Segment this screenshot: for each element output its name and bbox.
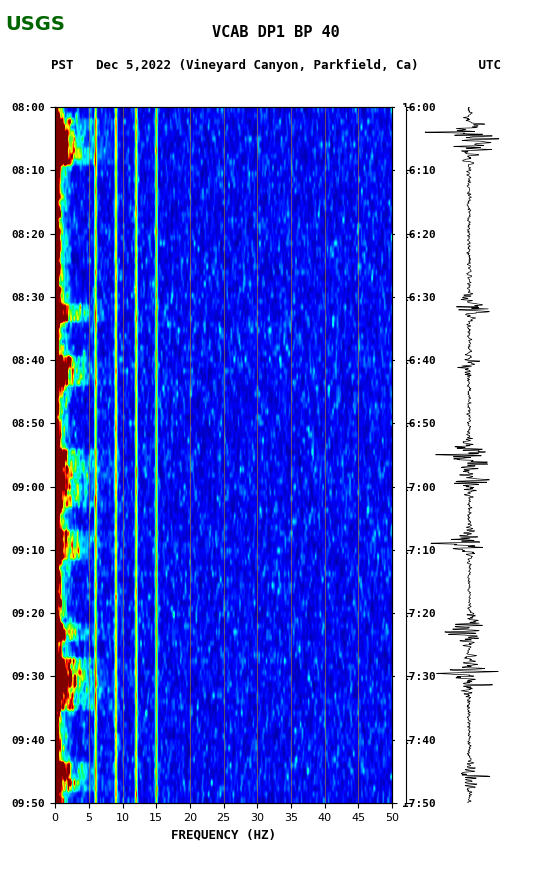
X-axis label: FREQUENCY (HZ): FREQUENCY (HZ) [171, 828, 276, 841]
Text: VCAB DP1 BP 40: VCAB DP1 BP 40 [212, 24, 340, 39]
Text: PST   Dec 5,2022 (Vineyard Canyon, Parkfield, Ca)        UTC: PST Dec 5,2022 (Vineyard Canyon, Parkfie… [51, 59, 501, 72]
Text: USGS: USGS [6, 14, 65, 34]
